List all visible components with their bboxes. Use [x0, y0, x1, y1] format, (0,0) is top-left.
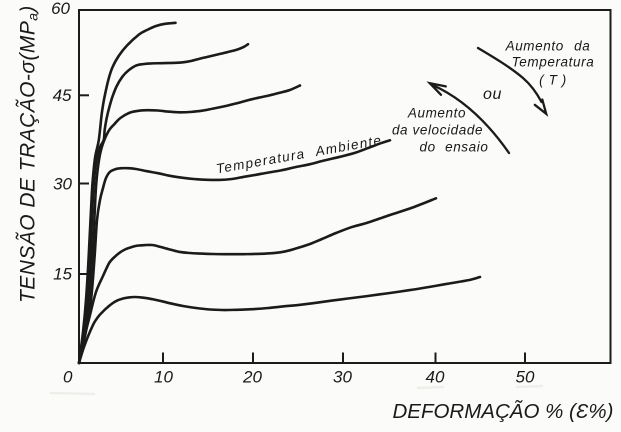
svg-text:50: 50: [516, 368, 535, 387]
svg-text:40: 40: [426, 368, 445, 387]
svg-text:Aumento da: Aumento da: [505, 39, 591, 54]
svg-text:20: 20: [242, 368, 262, 387]
svg-text:( T ): ( T ): [539, 73, 567, 88]
svg-text:60: 60: [51, 0, 70, 18]
svg-text:45: 45: [53, 86, 72, 105]
svg-text:ou: ou: [483, 86, 502, 103]
svg-text:30: 30: [53, 175, 72, 194]
svg-text:10: 10: [154, 368, 173, 387]
svg-text:TENSÃO DE TRAÇÃO-σ(MPa): TENSÃO DE TRAÇÃO-σ(MPa): [16, 5, 41, 303]
svg-text:da velocidade: da velocidade: [392, 123, 483, 138]
svg-text:do ensaio: do ensaio: [420, 140, 489, 155]
svg-text:30: 30: [333, 368, 352, 387]
svg-text:DEFORMAÇÃO % (Ɛ%): DEFORMAÇÃO % (Ɛ%): [392, 399, 613, 423]
svg-text:Aumento: Aumento: [407, 106, 466, 121]
svg-text:15: 15: [53, 265, 72, 284]
svg-text:Temperatura: Temperatura: [512, 55, 595, 70]
svg-text:0: 0: [63, 368, 73, 387]
